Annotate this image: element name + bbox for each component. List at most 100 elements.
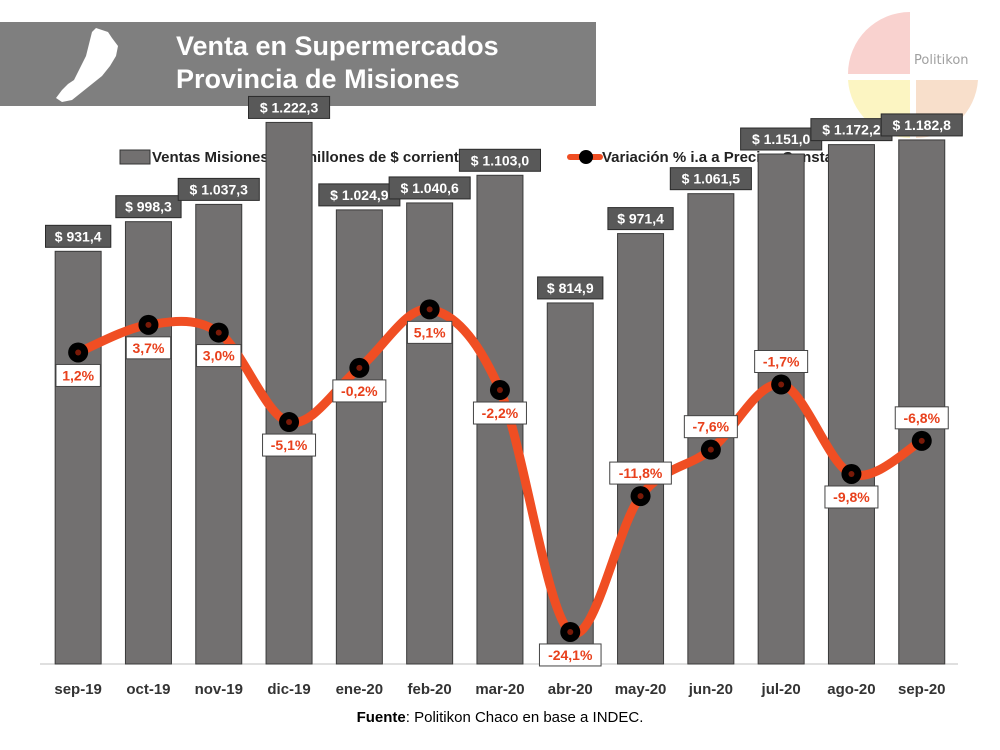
bar-nov-19 (195, 203, 243, 665)
source-text: : Politikon Chaco en base a INDEC. (405, 709, 644, 726)
bars-group: $ 931,4 $ 998,3 $ 1.037,3 $ 1.222,3 $ 1.024,… (45, 95, 963, 665)
line-label-box-feb-20 (406, 320, 453, 344)
line-label-sep-20: -6,8% (903, 410, 940, 426)
bar-label-sep-20: $ 1.182,8 (893, 117, 952, 133)
bar-may-20 (617, 233, 665, 665)
line-label-jun-20: -7,6% (693, 419, 730, 435)
x-tick-sep-19: sep-19 (54, 681, 102, 698)
line-label-box-oct-19 (125, 336, 172, 360)
bar-oct-19 (124, 221, 172, 665)
bar-label-box-jun-20 (669, 167, 752, 191)
bar-ago-20 (827, 144, 875, 665)
bar-ene-20 (335, 209, 383, 665)
x-tick-labels: sep-19 oct-19 nov-19 dic-19 ene-20 feb-20 mar-… (54, 681, 945, 698)
bar-label-oct-19: $ 998,3 (125, 199, 172, 215)
line-label-box-ago-20 (824, 485, 879, 509)
line-marker-core-jul-20 (778, 381, 785, 388)
bar-label-box-dic-19 (248, 95, 331, 119)
line-marker-core-mar-20 (496, 387, 503, 394)
line-marker-core-abr-20 (567, 628, 574, 635)
line-marker-core-ene-20 (356, 364, 363, 371)
line-label-box-ene-20 (332, 379, 387, 403)
x-tick-feb-20: feb-20 (408, 681, 452, 698)
x-tick-nov-19: nov-19 (195, 681, 243, 698)
bar-label-ene-20: $ 1.024,9 (330, 187, 389, 203)
x-tick-may-20: may-20 (615, 681, 667, 698)
x-tick-dic-19: dic-19 (267, 681, 310, 698)
bar-label-box-oct-19 (115, 195, 182, 219)
line-label-feb-20: 5,1% (414, 324, 446, 340)
bar-label-box-feb-20 (388, 176, 471, 200)
bar-label-jul-20: $ 1.151,0 (752, 131, 811, 147)
line-marker-core-feb-20 (426, 306, 433, 313)
bar-label-dic-19: $ 1.222,3 (260, 99, 319, 115)
x-tick-oct-19: oct-19 (126, 681, 170, 698)
bar-jul-20 (757, 153, 805, 665)
line-marker-core-ago-20 (848, 470, 855, 477)
misiones-map-icon (56, 28, 118, 102)
logo-text: Politikon (914, 53, 969, 68)
line-marker-core-jun-20 (707, 446, 714, 453)
title-line-2: Provincia de Misiones (176, 64, 460, 94)
line-label-ago-20: -9,8% (833, 489, 870, 505)
title-line-1: Venta en Supermercados (176, 31, 499, 61)
bar-label-box-may-20 (607, 207, 674, 231)
line-marker-core-sep-20 (918, 437, 925, 444)
x-tick-ene-20: ene-20 (336, 681, 384, 698)
bar-label-ago-20: $ 1.172,2 (822, 122, 881, 138)
bar-label-feb-20: $ 1.040,6 (400, 180, 459, 196)
line-label-box-dic-19 (262, 433, 317, 457)
x-tick-jul-20: jul-20 (761, 681, 801, 698)
line-label-box-abr-20 (538, 643, 602, 667)
bar-sep-20 (898, 139, 946, 665)
line-label-box-jun-20 (683, 415, 738, 439)
line-label-box-sep-20 (894, 406, 949, 430)
title-banner: Venta en Supermercados Provincia de Misi… (0, 22, 596, 106)
line-label-sep-19: 1,2% (62, 367, 94, 383)
bar-label-mar-20: $ 1.103,0 (471, 152, 530, 168)
bar-label-nov-19: $ 1.037,3 (190, 181, 249, 197)
bar-dic-19 (265, 121, 313, 665)
line-label-oct-19: 3,7% (132, 340, 164, 356)
line-marker-core-dic-19 (286, 419, 293, 426)
legend-line-label: Variación % i.a a Precios Constantes (602, 149, 864, 166)
line-label-mar-20: -2,2% (482, 405, 519, 421)
line-label-may-20: -11,8% (619, 465, 663, 481)
bar-label-may-20: $ 971,4 (617, 211, 664, 227)
x-tick-sep-20: sep-20 (898, 681, 946, 698)
line-marker-core-sep-19 (75, 349, 82, 356)
line-label-box-mar-20 (472, 401, 527, 425)
line-marker-core-nov-19 (215, 329, 222, 336)
line-label-box-sep-19 (55, 363, 101, 387)
source-label: Fuente (356, 709, 406, 726)
legend-line-marker (579, 150, 593, 164)
line-group: 1,2% 3,7% 3,0% -5,1% -0,2% 5,1% -2,2% -24,1% -11… (55, 299, 949, 667)
source-note: Fuente: Politikon Chaco en base a INDEC. (0, 709, 1000, 726)
line-label-jul-20: -1,7% (763, 353, 800, 369)
legend-bar-swatch (119, 149, 151, 165)
bar-label-box-nov-19 (177, 177, 260, 201)
bar-label-sep-19: $ 931,4 (55, 228, 102, 244)
line-marker-core-may-20 (637, 493, 644, 500)
bar-sep-19 (54, 250, 102, 665)
line-label-abr-20: -24,1% (548, 647, 593, 663)
line-label-ene-20: -0,2% (341, 383, 378, 399)
x-tick-mar-20: mar-20 (475, 681, 524, 698)
x-tick-jun-20: jun-20 (688, 681, 733, 698)
bar-label-box-mar-20 (458, 148, 541, 172)
x-tick-abr-20: abr-20 (548, 681, 593, 698)
bar-label-abr-20: $ 814,9 (547, 280, 594, 296)
x-tick-ago-20: ago-20 (827, 681, 875, 698)
bar-label-box-sep-20 (880, 113, 963, 137)
bar-label-box-abr-20 (537, 276, 604, 300)
line-marker-core-oct-19 (145, 321, 152, 328)
bar-label-jun-20: $ 1.061,5 (682, 171, 741, 187)
line-label-nov-19: 3,0% (203, 348, 235, 364)
legend-bar-label: Ventas Misiones - en millones de $ corri… (152, 149, 475, 166)
chart-title: Venta en Supermercados Provincia de Misi… (176, 30, 499, 96)
line-label-box-may-20 (609, 461, 672, 485)
line-label-box-nov-19 (196, 344, 242, 368)
line-label-dic-19: -5,1% (271, 437, 308, 453)
bar-label-box-sep-19 (45, 224, 112, 248)
